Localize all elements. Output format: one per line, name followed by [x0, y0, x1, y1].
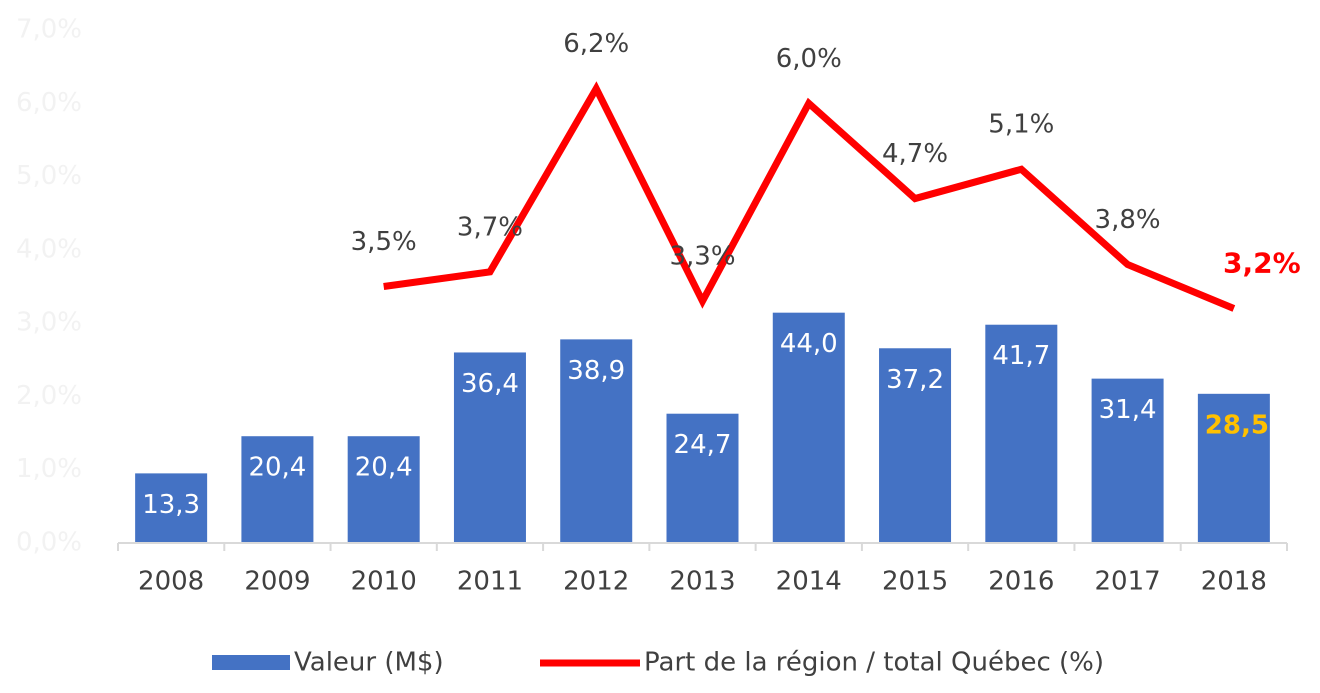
- line-value-label: 5,1%: [988, 110, 1054, 140]
- legend-label: Valeur (M$): [294, 648, 444, 678]
- bar: [985, 324, 1058, 543]
- x-tick-label: 2018: [1201, 567, 1267, 597]
- y-tick-label: 0,0%: [16, 528, 82, 558]
- x-tick-label: 2012: [563, 567, 629, 597]
- bar-value-label: 41,7: [992, 341, 1050, 371]
- x-tick-label: 2011: [457, 567, 523, 597]
- bar: [1197, 393, 1270, 543]
- legend-swatch: [212, 655, 290, 670]
- x-tick-label: 2017: [1095, 567, 1161, 597]
- y-tick-label: 2,0%: [16, 381, 82, 411]
- bar-value-label: 24,7: [674, 430, 732, 460]
- bar: [772, 312, 845, 543]
- y-tick-label: 1,0%: [16, 454, 82, 484]
- bar: [560, 339, 633, 543]
- y-tick-label: 4,0%: [16, 234, 82, 264]
- y-tick-label: 6,0%: [16, 88, 82, 118]
- line-value-label: 6,2%: [563, 29, 629, 59]
- x-tick-label: 2016: [988, 567, 1054, 597]
- line-value-label: 3,5%: [351, 227, 417, 257]
- bar: [1091, 378, 1164, 543]
- x-tick-label: 2009: [244, 567, 310, 597]
- line-value-label: 4,7%: [882, 139, 948, 169]
- bar-value-label: 36,4: [461, 369, 519, 399]
- line: [383, 81, 1236, 312]
- bar-value-label: 44,0: [780, 329, 838, 359]
- legend-label: Part de la région / total Québec (%): [644, 648, 1104, 678]
- line-value-label: 3,2%: [1223, 246, 1301, 279]
- bar-value-label: 37,2: [886, 365, 944, 395]
- x-tick-label: 2008: [138, 567, 204, 597]
- y-tick-label: 7,0%: [16, 15, 82, 45]
- x-tick-label: 2014: [776, 567, 842, 597]
- x-tick-label: 2015: [882, 567, 948, 597]
- bar: [135, 473, 208, 543]
- y-tick-label: 5,0%: [16, 161, 82, 191]
- bar-value-label: 31,4: [1099, 395, 1157, 425]
- bar-value-label: 20,4: [355, 453, 413, 483]
- line-value-label: 3,3%: [669, 242, 735, 272]
- x-tick-label: 2010: [351, 567, 417, 597]
- bar-value-label: 13,3: [142, 490, 200, 520]
- bar-value-label: 28,5: [1205, 410, 1269, 440]
- x-tick-label: 2013: [669, 567, 735, 597]
- bar: [666, 413, 739, 543]
- line-value-label: 6,0%: [776, 44, 842, 74]
- bar: [347, 436, 420, 543]
- y-tick-label: 3,0%: [16, 308, 82, 338]
- bar: [241, 436, 314, 543]
- bar-value-label: 20,4: [248, 453, 306, 483]
- bar: [879, 348, 952, 543]
- line-value-label: 3,8%: [1095, 205, 1161, 235]
- bar-value-label: 38,9: [567, 356, 625, 386]
- line-value-label: 3,7%: [457, 212, 523, 242]
- bar: [453, 352, 526, 543]
